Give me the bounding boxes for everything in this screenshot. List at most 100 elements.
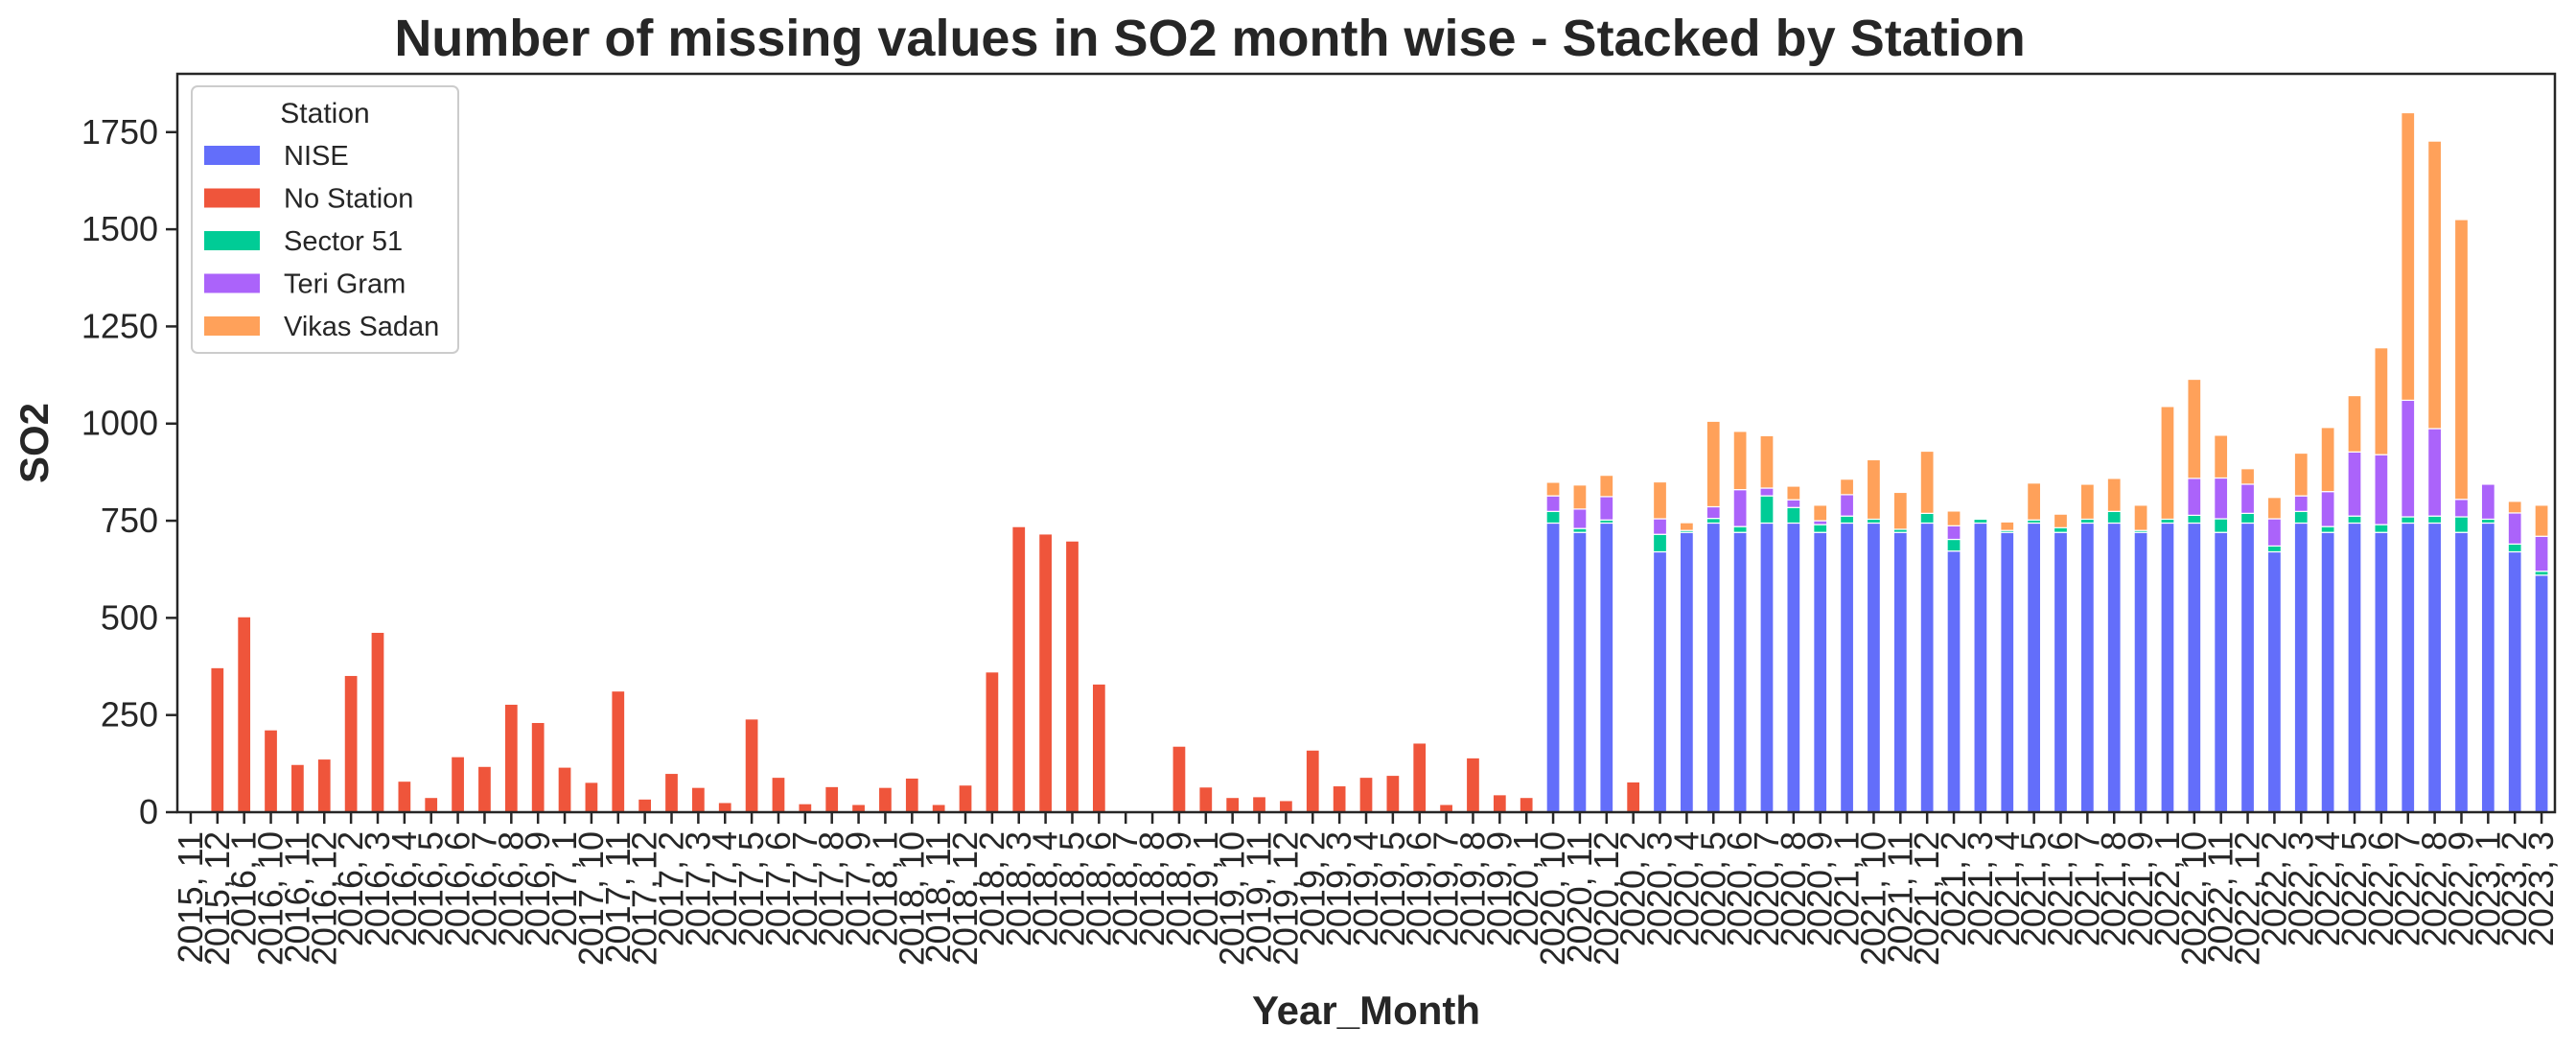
bar-segment-nise bbox=[1572, 531, 1588, 813]
bar-segment-no-station bbox=[424, 796, 439, 813]
x-tick-label: 2021, 10 bbox=[1853, 831, 1892, 966]
bar-segment-teri-gram bbox=[1706, 505, 1721, 520]
bar-segment-sector-51 bbox=[2401, 516, 2416, 525]
bar-segment-sector-51 bbox=[2187, 514, 2202, 525]
y-tick-label: 250 bbox=[101, 695, 158, 735]
bar-segment-no-station bbox=[798, 803, 813, 813]
y-tick-label: 750 bbox=[101, 501, 158, 540]
bar-segment-sector-51 bbox=[2427, 515, 2443, 525]
bar-segment-teri-gram bbox=[1599, 496, 1614, 521]
x-tick-label: 2019, 6 bbox=[1400, 831, 1439, 946]
bar-segment-no-station bbox=[1305, 749, 1320, 813]
bar-segment-nise bbox=[1919, 522, 1935, 813]
x-tick-label: 2015, 12 bbox=[197, 831, 237, 966]
bar-segment-vikas-sadan bbox=[1545, 481, 1561, 497]
bar-segment-teri-gram bbox=[1572, 508, 1588, 529]
x-tick-label: 2019, 1 bbox=[1186, 831, 1225, 946]
bar-segment-sector-51 bbox=[1840, 515, 1855, 525]
x-tick-label: 2020, 9 bbox=[1800, 831, 1840, 946]
bar-segment-nise bbox=[2000, 531, 2015, 813]
bar-segment-sector-51 bbox=[1706, 518, 1721, 525]
x-tick-label: 2016, 7 bbox=[464, 831, 503, 946]
bar-segment-no-station bbox=[877, 786, 893, 813]
bar-segment-nise bbox=[2480, 522, 2495, 813]
bar-segment-sector-51 bbox=[2053, 526, 2069, 533]
x-tick-label: 2017, 2 bbox=[652, 831, 691, 946]
x-tick-label: 2022, 8 bbox=[2415, 831, 2454, 946]
x-tick-label: 2020, 2 bbox=[1613, 831, 1653, 946]
x-tick-label: 2017, 7 bbox=[785, 831, 824, 946]
x-tick-label: 2019, 4 bbox=[1346, 831, 1385, 946]
bar-segment-nise bbox=[1973, 522, 1988, 813]
bar-segment-vikas-sadan bbox=[1732, 431, 1748, 491]
x-tick-label: 2018, 1 bbox=[865, 831, 904, 946]
bar-segment-no-station bbox=[824, 785, 840, 813]
x-tick-label: 2021, 4 bbox=[1987, 831, 2027, 946]
bar-segment-nise bbox=[2214, 531, 2229, 813]
bar-segment-vikas-sadan bbox=[1840, 478, 1855, 496]
bar-segment-teri-gram bbox=[2507, 512, 2522, 545]
x-tick-label: 2017, 4 bbox=[705, 831, 744, 946]
x-tick-label: 2016, 4 bbox=[384, 831, 424, 946]
x-tick-label: 2022, 10 bbox=[2174, 831, 2214, 966]
bar-segment-sector-51 bbox=[2453, 516, 2470, 533]
x-tick-label: 2019, 8 bbox=[1452, 831, 1492, 946]
legend-swatch bbox=[204, 188, 260, 208]
y-axis-label: SO2 bbox=[12, 403, 57, 483]
legend-label: NISE bbox=[284, 141, 349, 172]
bar-segment-no-station bbox=[1358, 776, 1374, 813]
bar-segment-vikas-sadan bbox=[1679, 522, 1694, 531]
x-tick-label: 2018, 12 bbox=[945, 831, 985, 966]
bar-segment-no-station bbox=[1492, 794, 1507, 813]
x-tick-label: 2022, 1 bbox=[2147, 831, 2187, 946]
x-tick-label: 2021, 9 bbox=[2121, 831, 2160, 946]
x-tick-label: 2017, 9 bbox=[839, 831, 878, 946]
bar-segment-no-station bbox=[1251, 796, 1267, 813]
bar-segment-teri-gram bbox=[2239, 483, 2256, 514]
x-tick-label: 2017, 10 bbox=[571, 831, 611, 966]
bar-segment-teri-gram bbox=[1813, 520, 1828, 525]
plot-area: 0 250 500 750 1000 1250 1500 1750 2015, 112015,… bbox=[81, 72, 2561, 966]
bar-segment-sector-51 bbox=[1946, 538, 1961, 552]
y-tick-label: 1500 bbox=[81, 209, 158, 248]
bar-segment-nise bbox=[2053, 531, 2069, 813]
bar-segment-sector-51 bbox=[1813, 524, 1828, 533]
x-tick-label: 2022, 6 bbox=[2361, 831, 2401, 946]
bar-segment-nise bbox=[2320, 531, 2335, 813]
bar-segment-nise bbox=[2160, 522, 2175, 813]
bar-segment-no-station bbox=[1172, 745, 1187, 813]
x-tick-label: 2016, 10 bbox=[251, 831, 290, 966]
x-tick-label: 2020, 6 bbox=[1720, 831, 1759, 946]
x-tick-label: 2020, 8 bbox=[1774, 831, 1813, 946]
bar-segment-teri-gram bbox=[2347, 451, 2362, 517]
bar-segment-no-station bbox=[690, 786, 706, 813]
bar-segment-nise bbox=[2374, 531, 2389, 813]
bar-segment-vikas-sadan bbox=[1919, 450, 1935, 514]
bar-segment-no-station bbox=[1412, 742, 1427, 813]
bar-segment-nise bbox=[2293, 522, 2309, 813]
bar-segment-nise bbox=[2027, 522, 2042, 813]
bar-segment-nise bbox=[1759, 522, 1775, 813]
x-tick-label: 2016, 11 bbox=[277, 831, 316, 963]
bar-segment-nise bbox=[1732, 531, 1748, 813]
x-tick-label: 2016, 2 bbox=[331, 831, 370, 946]
bar-segment-teri-gram bbox=[2187, 478, 2202, 516]
bar-segment-teri-gram bbox=[2427, 428, 2443, 517]
bar-segment-no-station bbox=[638, 798, 653, 813]
x-tick-label: 2018, 10 bbox=[892, 831, 931, 966]
x-tick-label: 2021, 11 bbox=[1880, 831, 1919, 963]
bar-segment-vikas-sadan bbox=[2000, 521, 2015, 531]
bar-segment-vikas-sadan bbox=[2320, 427, 2335, 493]
bar-segment-sector-51 bbox=[2106, 510, 2122, 525]
x-tick-label: 2016, 9 bbox=[518, 831, 557, 946]
bar-segment-teri-gram bbox=[2266, 518, 2282, 548]
bar-segment-no-station bbox=[343, 674, 359, 813]
x-tick-label: 2021, 3 bbox=[1961, 831, 2000, 946]
bar-segment-vikas-sadan bbox=[2453, 219, 2470, 501]
bar-segment-vikas-sadan bbox=[2160, 406, 2175, 521]
bar-segment-sector-51 bbox=[2214, 518, 2229, 533]
x-tick-label: 2018, 11 bbox=[918, 831, 958, 963]
x-tick-label: 2023, 2 bbox=[2495, 831, 2534, 946]
bar-segment-sector-51 bbox=[2347, 515, 2362, 525]
